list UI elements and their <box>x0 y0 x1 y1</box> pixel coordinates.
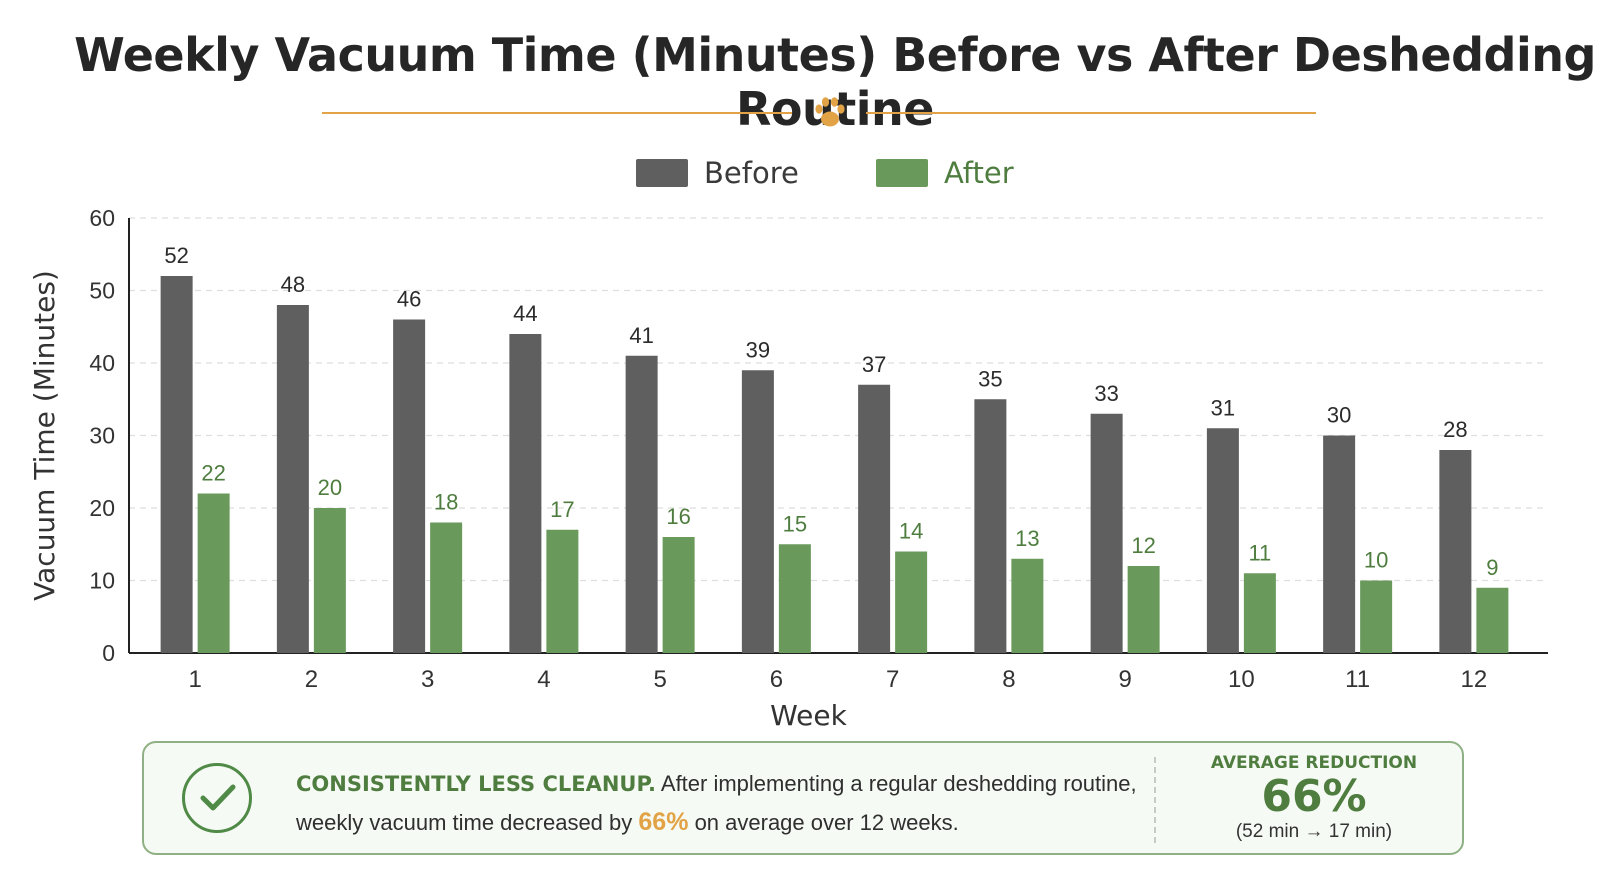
bar-before-week-10 <box>1206 428 1239 653</box>
average-reduction-value: 66% <box>1261 771 1367 822</box>
x-tick-label: 2 <box>305 666 318 693</box>
chart-title: Weekly Vacuum Time (Minutes) Before vs A… <box>74 28 1596 136</box>
summary-text: CONSISTENTLY LESS CLEANUP. After impleme… <box>296 765 1146 842</box>
x-tick-label: 11 <box>1345 666 1370 693</box>
data-label-before-week-11: 30 <box>1327 403 1351 428</box>
y-tick-label: 50 <box>89 278 115 304</box>
data-label-after-week-9: 12 <box>1131 533 1155 558</box>
data-label-after-week-10: 11 <box>1248 540 1271 565</box>
x-tick-label: 10 <box>1228 666 1255 693</box>
data-label-after-week-6: 15 <box>783 511 807 536</box>
y-axis-title: Vacuum Time (Minutes) <box>28 270 61 601</box>
bar-after-week-2 <box>313 508 346 653</box>
legend-item-before: Before <box>636 156 799 190</box>
average-reduction-detail: (52 min → 17 min) <box>1235 821 1393 842</box>
bar-before-week-5 <box>625 355 658 653</box>
data-label-before-week-1: 52 <box>164 243 188 268</box>
x-tick-label: 12 <box>1461 666 1488 693</box>
summary-line2-post: on average over 12 weeks. <box>694 810 959 835</box>
data-label-after-week-8: 13 <box>1015 526 1039 551</box>
legend-swatch-after <box>876 159 928 187</box>
bar-after-week-7 <box>895 551 928 653</box>
data-label-after-week-12: 9 <box>1486 555 1498 580</box>
bar-before-week-12 <box>1439 450 1472 653</box>
summary-separator <box>1154 757 1156 843</box>
bar-before-week-6 <box>741 370 774 653</box>
bar-before-week-3 <box>393 319 426 653</box>
chart-legend: Before After <box>0 156 1600 196</box>
data-label-before-week-10: 31 <box>1211 395 1235 420</box>
bar-after-week-10 <box>1243 573 1276 653</box>
x-tick-label: 4 <box>537 666 550 693</box>
data-label-before-week-4: 44 <box>513 301 537 326</box>
x-tick-label: 1 <box>188 666 201 693</box>
bar-after-week-9 <box>1127 566 1160 653</box>
x-tick-label: 5 <box>653 666 666 693</box>
x-tick-label: 3 <box>421 666 434 693</box>
summary-note: CONSISTENTLY LESS CLEANUP. After impleme… <box>142 741 1464 855</box>
summary-highlight: 66% <box>638 808 689 836</box>
average-reduction-label: AVERAGE REDUCTION <box>1210 753 1418 773</box>
bar-before-week-11 <box>1323 435 1356 653</box>
bar-after-week-5 <box>662 537 695 653</box>
bar-before-week-2 <box>276 305 309 653</box>
data-label-before-week-12: 28 <box>1443 417 1467 442</box>
check-circle-icon <box>182 763 252 833</box>
data-label-before-week-3: 46 <box>397 287 421 312</box>
bar-before-week-4 <box>509 334 542 653</box>
data-label-before-week-8: 35 <box>978 366 1002 391</box>
x-tick-label: 9 <box>1118 666 1131 693</box>
data-label-before-week-5: 41 <box>629 323 653 348</box>
legend-swatch-before <box>636 159 688 187</box>
x-tick-label: 6 <box>770 666 783 693</box>
bar-before-week-1 <box>160 276 193 653</box>
bar-after-week-6 <box>778 544 811 653</box>
bar-after-week-11 <box>1360 580 1393 653</box>
y-tick-label: 30 <box>89 423 115 449</box>
bar-after-week-3 <box>430 522 463 653</box>
data-label-after-week-7: 14 <box>899 519 923 544</box>
legend-item-after: After <box>876 156 1014 190</box>
x-tick-label: 8 <box>1002 666 1015 693</box>
data-label-after-week-11: 10 <box>1364 548 1388 573</box>
summary-line1: After implementing a regular deshedding … <box>660 771 1137 796</box>
data-label-after-week-4: 17 <box>550 497 574 522</box>
title-divider-right <box>866 112 1316 114</box>
y-tick-label: 40 <box>89 350 115 376</box>
title-divider-left <box>322 112 792 114</box>
summary-line2-pre: weekly vacuum time decreased by <box>296 810 633 835</box>
data-label-after-week-5: 16 <box>666 504 690 529</box>
data-label-before-week-2: 48 <box>281 272 305 297</box>
x-tick-label: 7 <box>886 666 899 693</box>
data-label-before-week-7: 37 <box>862 352 886 377</box>
bar-before-week-7 <box>858 384 891 653</box>
data-label-after-week-2: 20 <box>318 475 342 500</box>
bar-after-week-12 <box>1476 587 1509 653</box>
bar-before-week-8 <box>974 399 1007 653</box>
y-tick-label: 60 <box>89 205 115 231</box>
bar-after-week-1 <box>197 493 230 653</box>
data-label-before-week-6: 39 <box>746 337 770 362</box>
bar-after-week-8 <box>1011 558 1044 653</box>
legend-label-before: Before <box>704 156 799 190</box>
average-reduction: AVERAGE REDUCTION 66% (52 min → 17 min) <box>1164 753 1464 843</box>
y-tick-label: 0 <box>102 640 115 666</box>
summary-headline: CONSISTENTLY LESS CLEANUP. <box>296 772 656 796</box>
y-tick-label: 10 <box>89 568 115 594</box>
x-axis-title: Week <box>770 699 847 730</box>
bar-after-week-4 <box>546 529 579 653</box>
y-tick-label: 20 <box>89 495 115 521</box>
legend-label-after: After <box>944 156 1014 190</box>
data-label-after-week-1: 22 <box>201 461 225 486</box>
data-label-after-week-3: 18 <box>434 490 458 515</box>
bar-before-week-9 <box>1090 413 1123 653</box>
data-label-before-week-9: 33 <box>1094 381 1118 406</box>
paw-icon <box>815 97 845 127</box>
